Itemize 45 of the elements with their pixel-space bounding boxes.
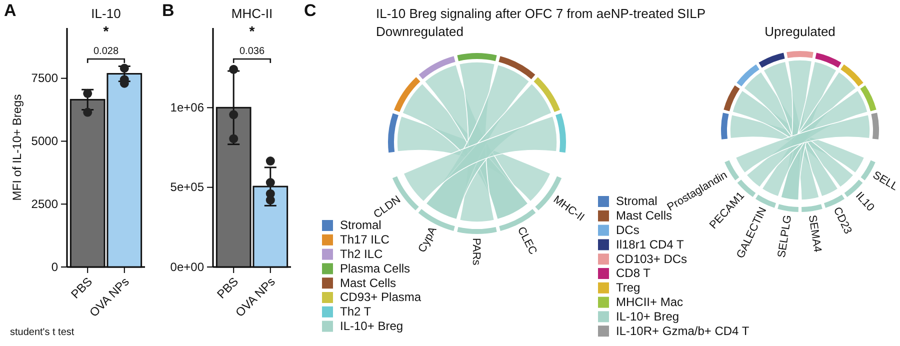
legend-label: MHCII+ Mac: [616, 295, 684, 309]
legend-label: CD8 T: [616, 266, 652, 280]
legend-label: CD93+ Plasma: [340, 290, 422, 304]
y-axis-title: MFI of IL-10+ Bregs: [10, 94, 24, 201]
text: A: [4, 1, 16, 20]
y-tick-label: 1e+06: [170, 100, 204, 115]
y-tick-label: 5000: [31, 134, 58, 148]
category-label: SELPLG: [776, 214, 794, 258]
text: C: [304, 1, 316, 20]
text: IL-10 Breg signaling after OFC 7 from aeNP-treated SILP: [376, 6, 706, 21]
y-tick-label: 0e+00: [170, 260, 204, 274]
legend-label: Treg: [616, 280, 640, 295]
legend-label: Th17 ILC: [340, 232, 390, 247]
chart-title: MHC-II: [231, 6, 273, 21]
annotation: 0.028: [93, 46, 119, 57]
category-label: CypA: [416, 224, 440, 254]
y-tick-label: 2500: [31, 196, 58, 211]
legend-label: Stromal: [616, 194, 658, 208]
y-tick-label: 5e+05: [170, 180, 204, 194]
legend-label: Th2 ILC: [340, 247, 384, 261]
legend-label: Il18r1 CD4 T: [616, 237, 684, 252]
legend-label: IL-10+ Breg: [340, 319, 404, 333]
y-tick-label: 0: [51, 260, 58, 274]
legend-label: DCs: [616, 223, 640, 237]
legend-label: IL-10R+ Gzma/b+ CD4 T: [616, 324, 750, 338]
text: B: [162, 1, 174, 20]
legend-label: Mast Cells: [616, 208, 672, 223]
legend-label: CD103+ DCs: [616, 252, 688, 266]
category-label: CLEC: [514, 225, 539, 257]
annotation: *: [249, 23, 256, 39]
y-tick-label: 7500: [31, 71, 58, 86]
legend-label: Plasma Cells: [340, 261, 410, 276]
text: student's t test: [10, 327, 74, 338]
annotation: 0.036: [239, 46, 265, 57]
category-label: CD23: [830, 205, 854, 236]
text: Upregulated: [764, 24, 836, 39]
legend-label: Th2 T: [340, 304, 372, 319]
category-label: SEMA4: [806, 214, 824, 253]
chart-title: IL-10: [91, 6, 121, 21]
legend-label: Stromal: [340, 218, 382, 232]
text: Downregulated: [376, 24, 464, 39]
legend-label: IL-10+ Breg: [616, 309, 680, 324]
annotation: *: [103, 23, 110, 39]
legend-label: Mast Cells: [340, 276, 396, 290]
category-label: PARs: [470, 238, 482, 266]
